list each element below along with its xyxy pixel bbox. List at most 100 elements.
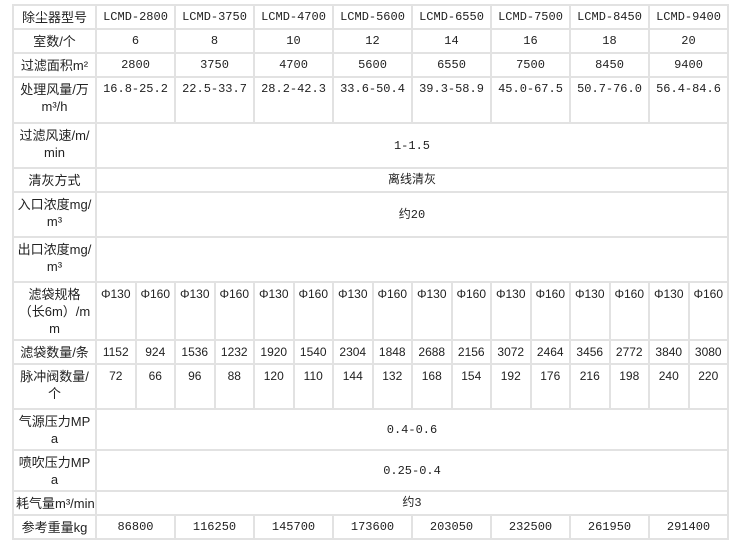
- model-value-cell: 14: [411, 28, 492, 54]
- model-value-cell: 291400: [648, 514, 729, 540]
- row-label: 喷吹压力MPa: [12, 449, 97, 492]
- bag-value-cell: 198: [608, 363, 650, 410]
- model-value-cell: 12: [332, 28, 413, 54]
- table-row: 清灰方式 离线清灰: [12, 167, 729, 193]
- row-label: 滤袋规格（长6m）/mm: [12, 281, 97, 341]
- bag-value-cell: Φ160: [529, 281, 571, 341]
- row-label: 过滤风速/m/min: [12, 122, 97, 169]
- spanned-value-cell: 1-1.5: [95, 122, 729, 169]
- spanned-value-cell: 约20: [95, 191, 729, 238]
- row-label: 处理风量/万m³/h: [12, 76, 97, 124]
- row-label: 清灰方式: [12, 167, 97, 193]
- model-value-cell: 7500: [490, 52, 571, 78]
- bag-value-cell: 2156: [450, 339, 492, 365]
- model-value-cell: 45.0-67.5: [490, 76, 571, 124]
- model-value-cell: 33.6-50.4: [332, 76, 413, 124]
- model-value-cell: 9400: [648, 52, 729, 78]
- model-value-cell: 203050: [411, 514, 492, 540]
- model-value-cell: 16: [490, 28, 571, 54]
- row-label: 脉冲阀数量/个: [12, 363, 97, 410]
- bag-value-cell: 88: [213, 363, 255, 410]
- model-value-cell: LCMD-8450: [569, 4, 650, 30]
- bag-value-cell: 66: [134, 363, 176, 410]
- table-row: 除尘器型号 LCMD-2800 LCMD-3750 LCMD-4700 LCMD-560…: [12, 4, 729, 30]
- bag-value-cell: Φ130: [332, 281, 374, 341]
- bag-value-cell: 1152: [95, 339, 137, 365]
- model-value-cell: 261950: [569, 514, 650, 540]
- model-value-cell: 6550: [411, 52, 492, 78]
- model-value-cell: 39.3-58.9: [411, 76, 492, 124]
- bag-value-cell: Φ160: [687, 281, 729, 341]
- model-value-cell: 8450: [569, 52, 650, 78]
- bag-value-cell: 132: [371, 363, 413, 410]
- bag-value-cell: 1232: [213, 339, 255, 365]
- table-row: 气源压力MPa 0.4-0.6: [12, 408, 729, 451]
- model-value-cell: LCMD-9400: [648, 4, 729, 30]
- table-row: 出口浓度mg/m³: [12, 236, 729, 283]
- bag-value-cell: Φ160: [608, 281, 650, 341]
- bag-value-cell: 924: [134, 339, 176, 365]
- bag-value-cell: Φ130: [174, 281, 216, 341]
- bag-value-cell: 1540: [292, 339, 334, 365]
- model-value-cell: LCMD-6550: [411, 4, 492, 30]
- table-row: 脉冲阀数量/个 72 66 96 88 120 110 144 132 168 154 192 176 2…: [12, 363, 729, 410]
- table-row: 室数/个 6 8 10 12 14 16 18 20: [12, 28, 729, 54]
- model-value-cell: 8: [174, 28, 255, 54]
- bag-value-cell: 3080: [687, 339, 729, 365]
- spanned-value-cell: 0.25-0.4: [95, 449, 729, 492]
- bag-value-cell: 1848: [371, 339, 413, 365]
- bag-value-cell: 168: [411, 363, 453, 410]
- model-value-cell: 18: [569, 28, 650, 54]
- model-value-cell: 173600: [332, 514, 413, 540]
- model-value-cell: 4700: [253, 52, 334, 78]
- bag-value-cell: 144: [332, 363, 374, 410]
- model-value-cell: 28.2-42.3: [253, 76, 334, 124]
- model-value-cell: 86800: [95, 514, 176, 540]
- row-label: 参考重量kg: [12, 514, 97, 540]
- table-row: 滤袋规格（长6m）/mm Φ130 Φ160 Φ130 Φ160 Φ130 Φ160 Φ130…: [12, 281, 729, 341]
- table-row: 处理风量/万m³/h 16.8-25.2 22.5-33.7 28.2-42.3 33.…: [12, 76, 729, 124]
- model-value-cell: LCMD-4700: [253, 4, 334, 30]
- spanned-value-cell: 离线清灰: [95, 167, 729, 193]
- bag-value-cell: Φ130: [490, 281, 532, 341]
- row-label: 出口浓度mg/m³: [12, 236, 97, 283]
- model-value-cell: 50.7-76.0: [569, 76, 650, 124]
- bag-value-cell: 220: [687, 363, 729, 410]
- spanned-value-cell: [95, 236, 729, 283]
- model-value-cell: LCMD-3750: [174, 4, 255, 30]
- table-row: 过滤面积m² 2800 3750 4700 5600 6550 7500 8450 9400: [12, 52, 729, 78]
- model-value-cell: 56.4-84.6: [648, 76, 729, 124]
- model-value-cell: 16.8-25.2: [95, 76, 176, 124]
- row-label: 入口浓度mg/m³: [12, 191, 97, 238]
- bag-value-cell: 120: [253, 363, 295, 410]
- model-value-cell: LCMD-5600: [332, 4, 413, 30]
- bag-value-cell: 1536: [174, 339, 216, 365]
- model-value-cell: 116250: [174, 514, 255, 540]
- bag-value-cell: 2304: [332, 339, 374, 365]
- row-label: 过滤面积m²: [12, 52, 97, 78]
- bag-value-cell: Φ130: [411, 281, 453, 341]
- bag-value-cell: 72: [95, 363, 137, 410]
- bag-value-cell: 240: [648, 363, 690, 410]
- table-row: 参考重量kg 86800 116250 145700 173600 203050 23250…: [12, 514, 729, 540]
- model-value-cell: 20: [648, 28, 729, 54]
- bag-value-cell: 216: [569, 363, 611, 410]
- model-value-cell: LCMD-7500: [490, 4, 571, 30]
- bag-value-cell: Φ130: [648, 281, 690, 341]
- bag-value-cell: 3072: [490, 339, 532, 365]
- bag-value-cell: Φ160: [371, 281, 413, 341]
- model-value-cell: 145700: [253, 514, 334, 540]
- bag-value-cell: 3840: [648, 339, 690, 365]
- bag-value-cell: Φ160: [134, 281, 176, 341]
- row-label: 除尘器型号: [12, 4, 97, 30]
- table-row: 滤袋数量/条 1152 924 1536 1232 1920 1540 2304 1848 268…: [12, 339, 729, 365]
- model-value-cell: 3750: [174, 52, 255, 78]
- spanned-value-cell: 0.4-0.6: [95, 408, 729, 451]
- bag-value-cell: 96: [174, 363, 216, 410]
- bag-value-cell: 192: [490, 363, 532, 410]
- bag-value-cell: Φ160: [450, 281, 492, 341]
- bag-value-cell: 154: [450, 363, 492, 410]
- model-value-cell: 2800: [95, 52, 176, 78]
- bag-value-cell: 176: [529, 363, 571, 410]
- bag-value-cell: 3456: [569, 339, 611, 365]
